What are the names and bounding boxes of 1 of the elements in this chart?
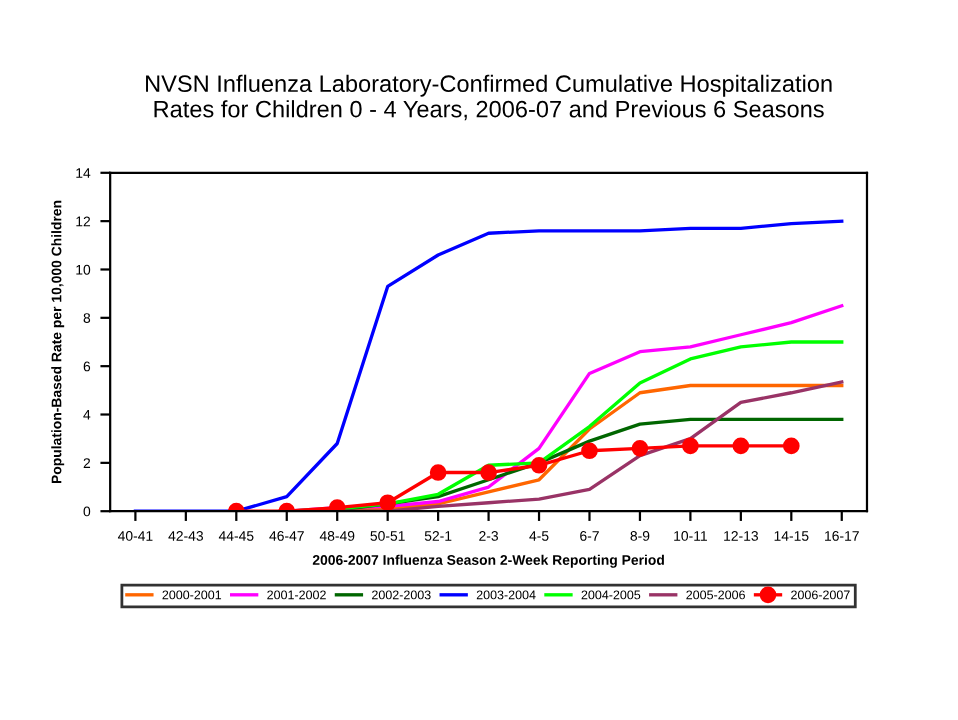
chart-title: NVSN Influenza Laboratory-Confirmed Cumulative Hospitalization Rates for Children 0 - 4 Years, 2006-07 and Previous 6 Seasons bbox=[146, 74, 832, 121]
